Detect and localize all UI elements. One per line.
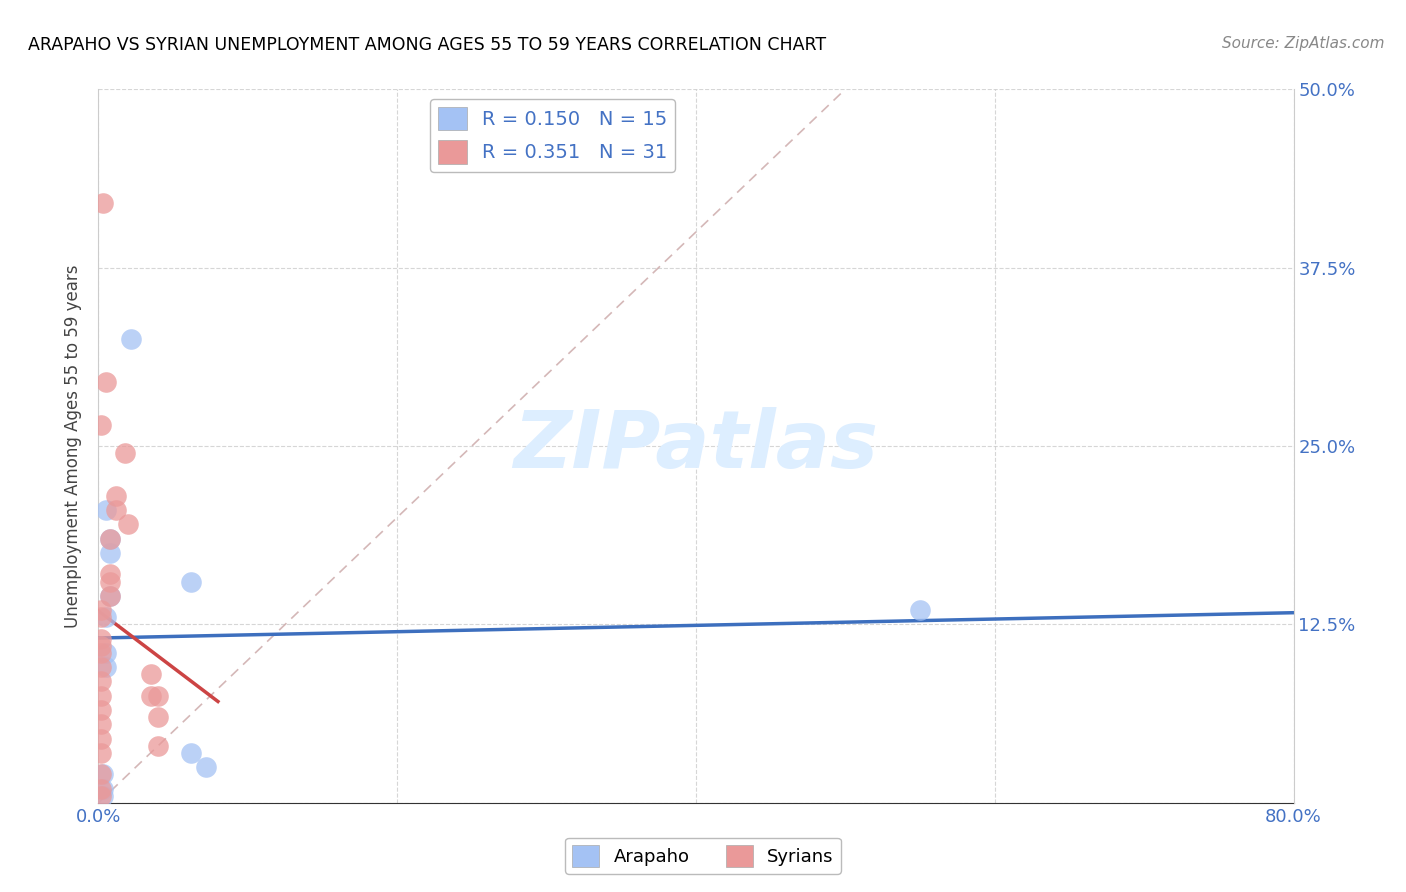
Point [180,746,202,760]
Point [90,610,112,624]
Legend: R = 0.150   N = 15, R = 0.351   N = 31: R = 0.150 N = 15, R = 0.351 N = 31 [430,99,675,171]
Point [90,632,112,646]
Point [91,196,114,211]
Text: Source: ZipAtlas.com: Source: ZipAtlas.com [1222,36,1385,51]
Point [91,767,114,781]
Point [114,446,136,460]
Legend: Arapaho, Syrians: Arapaho, Syrians [565,838,841,874]
Point [120,332,142,346]
Point [148,689,170,703]
Point [100,589,122,603]
Point [100,532,122,546]
Point [94,503,117,517]
Point [94,610,117,624]
Point [90,674,112,689]
Point [90,689,112,703]
Point [148,739,170,753]
Point [90,731,112,746]
Y-axis label: Unemployment Among Ages 55 to 59 years: Unemployment Among Ages 55 to 59 years [65,264,83,628]
Point [100,546,122,560]
Point [105,503,128,517]
Point [90,717,112,731]
Point [100,589,122,603]
Point [90,789,112,803]
Point [100,574,122,589]
Point [139,667,162,681]
Point [91,781,114,796]
Text: ZIPatlas: ZIPatlas [513,407,879,485]
Point [90,639,112,653]
Point [94,646,117,660]
Point [117,517,139,532]
Point [90,767,112,781]
Point [90,417,112,432]
Point [148,710,170,724]
Point [90,746,112,760]
Point [908,603,931,617]
Point [139,689,162,703]
Point [91,789,114,803]
Point [100,567,122,582]
Point [90,781,112,796]
Point [90,660,112,674]
Point [94,375,117,389]
Point [90,646,112,660]
Point [90,603,112,617]
Point [90,703,112,717]
Point [105,489,128,503]
Point [94,660,117,674]
Point [100,532,122,546]
Point [195,760,218,774]
Point [180,574,202,589]
Text: ARAPAHO VS SYRIAN UNEMPLOYMENT AMONG AGES 55 TO 59 YEARS CORRELATION CHART: ARAPAHO VS SYRIAN UNEMPLOYMENT AMONG AGE… [28,36,827,54]
